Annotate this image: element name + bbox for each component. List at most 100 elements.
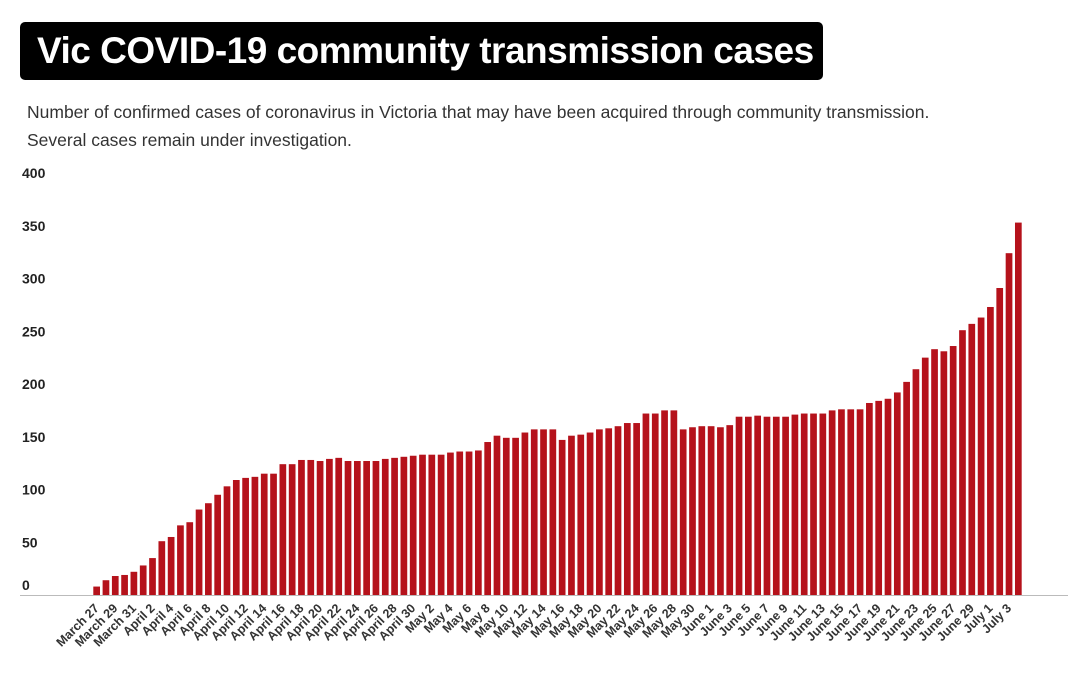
bar bbox=[270, 473, 277, 595]
bar bbox=[353, 461, 361, 595]
bar bbox=[772, 416, 780, 595]
bar bbox=[344, 461, 352, 595]
bar bbox=[167, 536, 175, 595]
bar bbox=[903, 381, 910, 595]
bar bbox=[93, 586, 100, 595]
bar bbox=[493, 435, 501, 595]
bar bbox=[633, 423, 640, 595]
bar bbox=[502, 437, 510, 595]
bar bbox=[437, 454, 445, 595]
chart-title: Vic COVID-19 community transmission case… bbox=[37, 30, 814, 71]
bar bbox=[335, 457, 343, 595]
bar bbox=[828, 410, 836, 596]
bar bbox=[754, 415, 762, 595]
bar bbox=[288, 464, 296, 595]
bar bbox=[679, 429, 687, 595]
bar bbox=[130, 571, 138, 595]
bar bbox=[651, 413, 659, 595]
bar bbox=[177, 525, 184, 595]
bar bbox=[307, 459, 315, 595]
subtitle-line: Number of confirmed cases of coronavirus… bbox=[27, 102, 930, 122]
y-tick-label: 100 bbox=[22, 482, 46, 498]
bar bbox=[949, 346, 957, 595]
bar bbox=[549, 429, 557, 595]
bar bbox=[409, 455, 417, 595]
bar bbox=[735, 416, 743, 595]
bar bbox=[1005, 253, 1013, 595]
bar bbox=[558, 439, 566, 595]
bar bbox=[512, 437, 519, 595]
bar bbox=[745, 416, 752, 595]
bar bbox=[400, 456, 408, 595]
bar bbox=[763, 416, 771, 595]
bar bbox=[912, 369, 920, 595]
bar bbox=[419, 454, 426, 595]
bar bbox=[158, 541, 166, 595]
bar bbox=[987, 306, 994, 595]
bar bbox=[279, 464, 287, 595]
bar bbox=[698, 426, 706, 595]
bar bbox=[186, 522, 194, 595]
bar bbox=[586, 432, 594, 595]
bar bbox=[614, 426, 622, 595]
bar bbox=[968, 323, 976, 595]
bar bbox=[428, 454, 436, 595]
chart-subtitle: Number of confirmed cases of coronavirus… bbox=[27, 98, 1027, 154]
y-tick-label: 300 bbox=[22, 271, 46, 287]
bar bbox=[819, 413, 827, 595]
bar bbox=[111, 576, 119, 595]
bar bbox=[363, 461, 370, 595]
bar bbox=[205, 503, 212, 595]
bar bbox=[102, 580, 110, 595]
bar bbox=[521, 432, 529, 595]
bar bbox=[782, 416, 789, 595]
y-tick-label: 50 bbox=[22, 534, 38, 550]
bar bbox=[316, 461, 324, 595]
bar bbox=[838, 409, 845, 595]
bar bbox=[605, 428, 613, 595]
bar bbox=[931, 349, 938, 595]
bar bbox=[866, 402, 873, 595]
bar bbox=[121, 574, 128, 595]
bar bbox=[484, 442, 492, 595]
bar bbox=[381, 458, 389, 595]
bar bbox=[465, 451, 473, 595]
bar bbox=[232, 480, 240, 595]
bar bbox=[670, 410, 678, 596]
bar bbox=[884, 398, 892, 595]
bar bbox=[577, 434, 585, 595]
bar bbox=[223, 486, 231, 595]
bar bbox=[800, 413, 808, 595]
y-tick-label: 0 bbox=[22, 577, 30, 593]
bar bbox=[707, 426, 715, 595]
bar bbox=[642, 413, 650, 595]
bar bbox=[260, 473, 268, 595]
bar bbox=[726, 425, 734, 595]
bar bbox=[530, 429, 538, 595]
bar bbox=[391, 457, 398, 595]
bar bbox=[447, 452, 454, 595]
bar bbox=[251, 476, 259, 595]
bar bbox=[810, 413, 817, 595]
bar bbox=[875, 400, 883, 595]
bar bbox=[139, 565, 147, 595]
bar bbox=[475, 450, 482, 595]
y-tick-label: 200 bbox=[22, 376, 46, 392]
bar bbox=[372, 461, 380, 595]
bar bbox=[149, 558, 156, 595]
bar bbox=[856, 409, 864, 595]
y-tick-label: 250 bbox=[22, 323, 46, 339]
bar bbox=[977, 317, 985, 595]
bar bbox=[195, 509, 203, 595]
bar bbox=[940, 351, 948, 595]
bar bbox=[996, 288, 1004, 595]
y-tick-label: 400 bbox=[22, 165, 46, 181]
bar bbox=[456, 451, 464, 595]
bar bbox=[596, 429, 603, 595]
bar bbox=[717, 427, 724, 595]
title-banner: Vic COVID-19 community transmission case… bbox=[20, 22, 823, 80]
bar bbox=[893, 392, 901, 595]
bar bbox=[921, 357, 929, 596]
bar bbox=[568, 435, 575, 595]
